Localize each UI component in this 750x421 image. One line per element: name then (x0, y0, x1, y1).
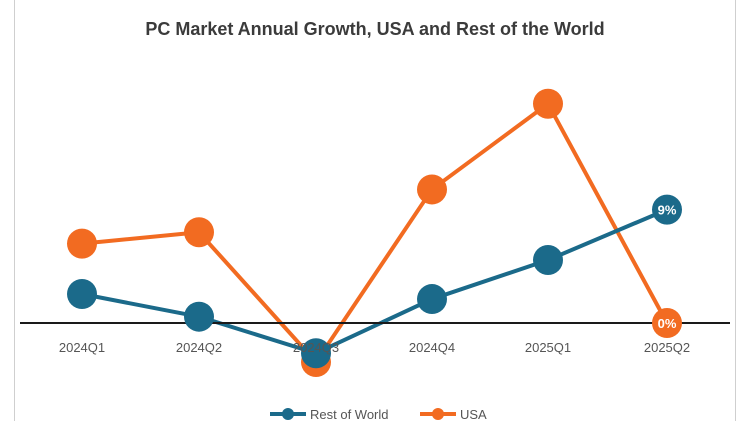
legend-marker-usa (432, 408, 444, 420)
x-tick-label: 2024Q2 (176, 340, 222, 355)
point-usa-2024Q4 (417, 174, 447, 205)
legend-marker-rest-of-world (282, 408, 294, 420)
point-rest-of-world-2025Q1 (533, 245, 563, 275)
series-line-usa (81, 101, 669, 365)
x-tick-label: 2024Q1 (59, 340, 105, 355)
point-rest-of-world-2024Q4 (417, 284, 447, 315)
legend: Rest of World USA (270, 407, 487, 421)
point-rest-of-world-2025Q2 (652, 194, 682, 225)
point-rest-of-world-2024Q3 (301, 338, 331, 369)
x-tick-label: 2024Q4 (409, 340, 455, 355)
point-usa-2024Q1 (67, 228, 97, 259)
point-usa-2025Q1 (533, 88, 563, 119)
point-usa-2025Q2 (652, 308, 682, 338)
data-label-rest-of-world-2025Q2: 9% (658, 203, 677, 218)
chart-frame (14, 0, 736, 421)
legend-label-usa: USA (460, 407, 487, 421)
series-line-rest-of-world (81, 207, 668, 356)
marker-layer: 0% 9% (67, 88, 682, 378)
point-usa-2024Q2 (184, 217, 214, 248)
data-label-usa-2025Q2: 0% (658, 316, 677, 331)
point-rest-of-world-2024Q2 (184, 301, 214, 332)
x-tick-label: 2025Q2 (644, 340, 690, 355)
tick-layer: 2024Q1 2024Q2 2024Q3 2024Q4 2025Q1 2025Q2 (59, 340, 690, 355)
x-tick-label: 2025Q1 (525, 340, 571, 355)
legend-label-rest-of-world: Rest of World (310, 407, 389, 421)
series-layer (81, 101, 669, 365)
chart-title: PC Market Annual Growth, USA and Rest of… (145, 19, 605, 39)
point-rest-of-world-2024Q1 (67, 279, 97, 310)
x-tick-label: 2024Q3 (293, 340, 339, 355)
